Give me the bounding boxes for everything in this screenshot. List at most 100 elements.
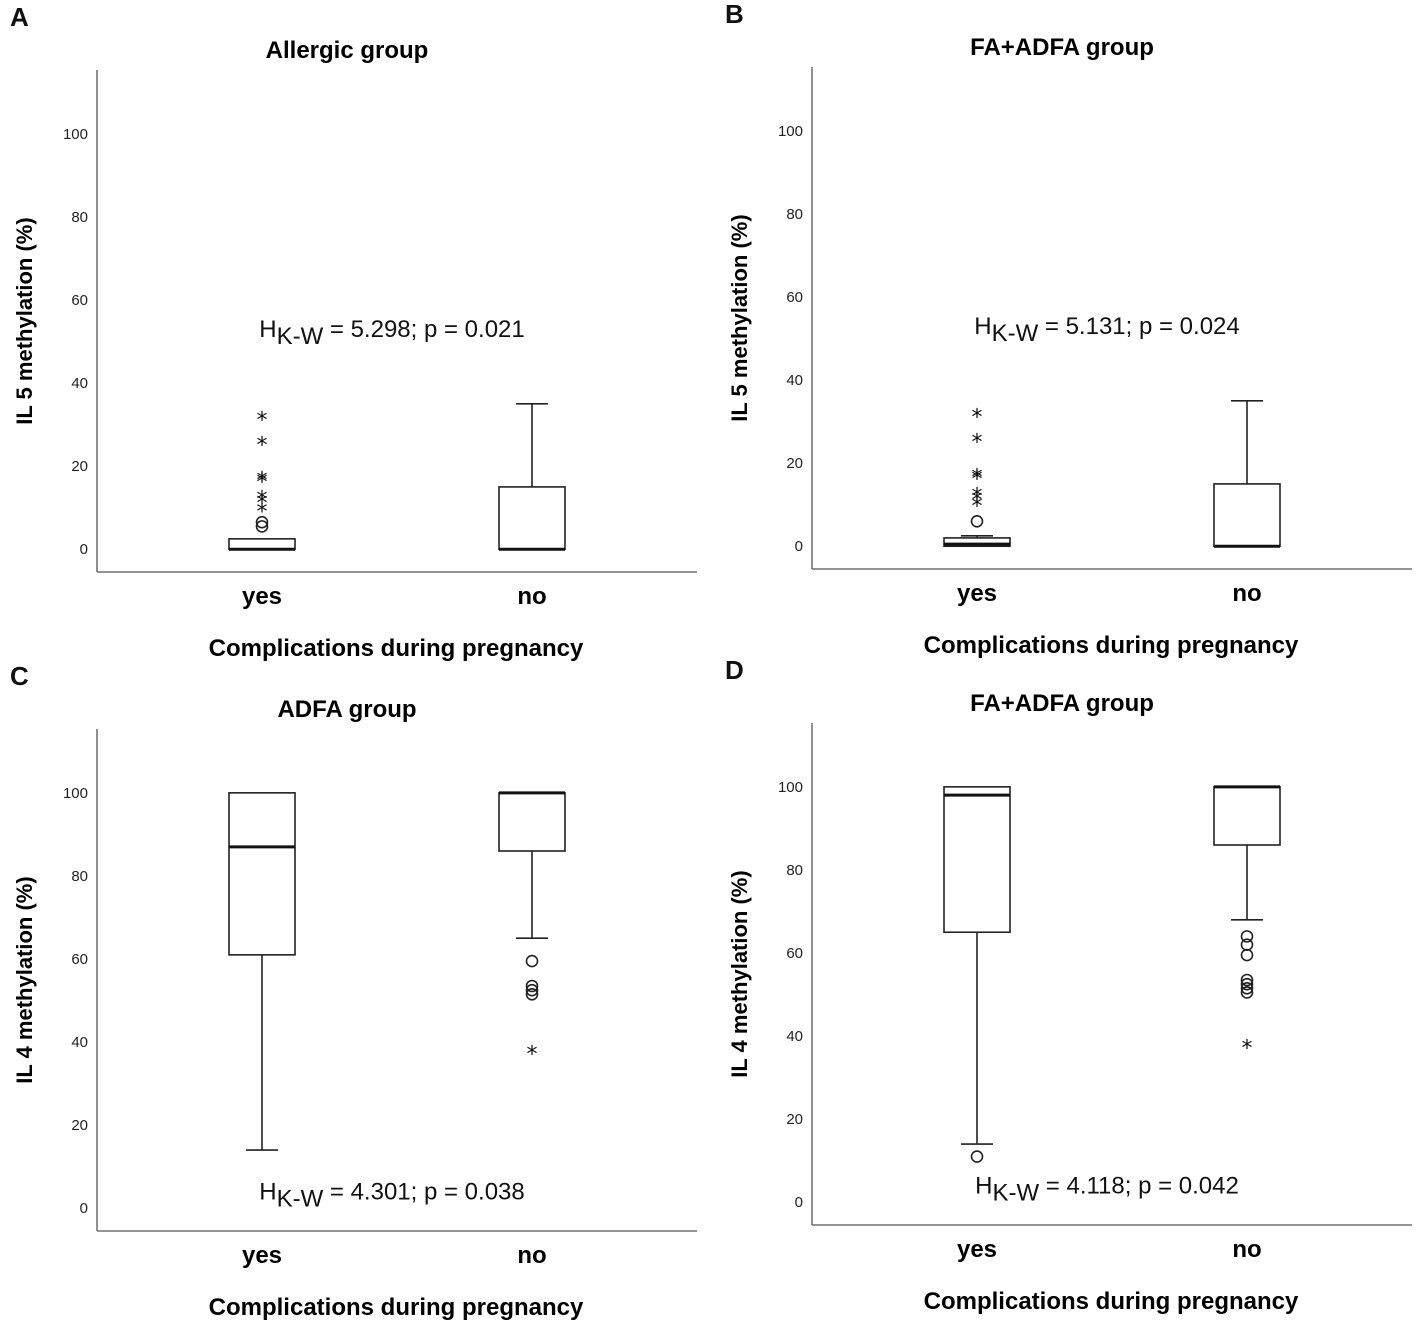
x-axis-label: Complications during pregnancy [209,1294,584,1321]
outlier-point [1240,973,1254,987]
panel-b: B FA+ADFA group 0 20 40 60 80 100 IL 5 methylat… [715,0,1415,659]
box-group-no: * [1213,785,1281,1061]
outlier-point [255,515,269,529]
outlier-point [525,988,539,1001]
stat-annotation: HK-W = 4.118; p = 0.042 [975,1173,1239,1207]
x-category-label: yes [242,583,282,610]
extreme-point: * [972,484,983,509]
y-tick-label: 20 [71,1117,88,1134]
outlier-point [1240,948,1254,962]
y-tick-label: 80 [71,209,88,226]
y-tick-label: 60 [786,945,803,962]
panel-letter: A [10,2,29,32]
panel-c: C ADFA group 0 20 40 60 80 100 IL 4 methylation… [0,659,700,1321]
panel-letter: B [725,0,744,29]
x-category-label: no [517,1242,546,1269]
box-iqr [943,786,1011,934]
box-group-yes [943,786,1011,1163]
panel-letter: D [725,655,744,685]
boxplot-chart: ADFA group 0 20 40 60 80 100 IL 4 methylation (… [12,696,697,1321]
box-iqr [498,792,566,852]
extreme-point: * [257,471,268,496]
extreme-point: * [527,1042,538,1067]
box-group-yes [228,792,296,1151]
extreme-point: * [257,469,268,494]
x-category-label: no [1232,580,1261,607]
x-axis-label: Complications during pregnancy [924,1288,1299,1315]
y-tick-label: 0 [795,1194,803,1211]
extreme-point: * [257,491,268,516]
extreme-point: * [257,487,268,512]
chart-title: ADFA group [277,696,416,723]
outlier-point [525,983,539,997]
y-tick-label: 80 [786,206,803,223]
y-tick-label: 80 [71,868,88,885]
boxplot-chart: FA+ADFA group 0 20 40 60 80 100 IL 4 methylatio… [727,690,1412,1315]
box-iqr [1213,786,1281,846]
y-tick-label: 0 [80,1200,88,1217]
boxplot-chart: Allergic group 0 20 40 60 80 100 IL 5 methylati… [12,37,697,662]
extreme-point: * [972,405,983,430]
x-axis-label: Complications during pregnancy [209,635,584,662]
x-category-label: yes [957,1236,997,1263]
extreme-point: * [1242,1036,1253,1061]
y-tick-label: 100 [778,779,803,796]
extreme-point: * [972,495,983,520]
box-group-no [498,403,566,551]
x-category-label: no [1232,1236,1261,1263]
y-tick-label: 100 [778,123,803,140]
y-tick-label: 60 [71,951,88,968]
extreme-point: * [972,488,983,513]
outlier-point [1240,938,1254,951]
outlier-point [970,515,984,528]
outlier-point [255,520,269,533]
y-tick-label: 20 [786,455,803,472]
outlier-point [1240,930,1254,943]
y-axis-label: IL 4 methylation (%) [727,870,752,1077]
y-tick-label: 100 [63,126,88,143]
y-tick-label: 20 [786,1111,803,1128]
box-group-yes: ******* [228,408,296,551]
y-tick-label: 40 [786,1028,803,1045]
y-tick-label: 80 [786,862,803,879]
extreme-point: * [257,433,268,458]
box-iqr [1213,483,1281,548]
y-tick-label: 100 [63,785,88,802]
boxplot-chart: FA+ADFA group 0 20 40 60 80 100 IL 5 methylatio… [727,34,1412,659]
y-tick-label: 60 [71,292,88,309]
y-tick-label: 0 [795,538,803,555]
box-group-no [1213,400,1281,548]
stat-annotation: HK-W = 4.301; p = 0.038 [259,1179,525,1213]
outlier-point [525,954,539,968]
y-tick-label: 60 [786,289,803,306]
y-tick-label: 40 [786,372,803,389]
y-tick-label: 20 [71,458,88,475]
y-axis-label: IL 5 methylation (%) [12,217,37,424]
y-tick-label: 40 [71,1034,88,1051]
box-iqr [228,538,296,551]
chart-title: Allergic group [266,37,429,64]
stat-annotation: HK-W = 5.131; p = 0.024 [974,313,1240,347]
box-iqr [498,486,566,551]
box-group-no: * [498,791,566,1067]
panel-a: A Allergic group 0 20 40 60 80 100 IL 5 methyla… [0,0,700,662]
y-axis-label: IL 5 methylation (%) [727,214,752,421]
y-tick-label: 40 [71,375,88,392]
extreme-point: * [972,468,983,493]
stat-annotation: HK-W = 5.298; p = 0.021 [259,316,525,350]
x-category-label: yes [242,1242,282,1269]
extreme-point: * [972,430,983,455]
y-axis-label: IL 4 methylation (%) [12,876,37,1083]
chart-title: FA+ADFA group [970,34,1154,61]
box-iqr [943,537,1011,548]
outlier-point [525,979,539,993]
outlier-point [1240,977,1254,991]
outlier-point [970,1150,984,1163]
extreme-point: * [257,500,268,525]
y-tick-label: 0 [80,541,88,558]
panel-d: D FA+ADFA group 0 20 40 60 80 100 IL 4 methylat… [715,653,1415,1315]
extreme-point: * [257,408,268,433]
x-axis-label: Complications during pregnancy [924,632,1299,659]
panel-letter: C [10,661,29,691]
x-category-label: yes [957,580,997,607]
